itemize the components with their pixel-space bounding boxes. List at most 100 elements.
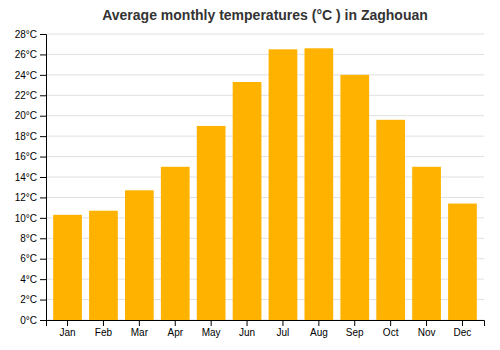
grid [46, 34, 484, 320]
bars [53, 48, 477, 320]
x-tick-label: Oct [383, 327, 399, 338]
y-tick: 2°C [20, 294, 46, 305]
y-tick-label: 16°C [15, 151, 37, 162]
x-tick-mark [462, 320, 463, 326]
y-tick: 20°C [15, 110, 46, 121]
x-tick-mark [175, 320, 176, 326]
x-tick: Jun [239, 320, 255, 338]
x-tick-mark [247, 320, 248, 326]
y-tick-mark [40, 75, 46, 76]
y-tick: 6°C [20, 253, 46, 264]
bar [125, 190, 154, 320]
grid-line [46, 34, 484, 35]
x-tick: Feb [95, 320, 113, 338]
x-tick-mark [211, 320, 212, 326]
x-tick-label: Dec [454, 327, 472, 338]
x-tick-mark [103, 320, 104, 326]
grid-line [46, 136, 484, 137]
x-tick: Oct [383, 320, 399, 338]
x-tick-mark [67, 320, 68, 326]
y-tick-mark [40, 197, 46, 198]
y-tick-mark [40, 157, 46, 158]
y-tick-label: 26°C [15, 49, 37, 60]
y-tick: 14°C [15, 172, 46, 183]
y-tick: 10°C [15, 213, 46, 224]
y-tick-label: 8°C [20, 233, 37, 244]
y-tick-label: 0°C [20, 315, 37, 326]
grid-line [46, 156, 484, 157]
bar [304, 48, 333, 320]
y-tick-mark [40, 34, 46, 35]
y-tick-label: 22°C [15, 90, 37, 101]
x-tick: Sep [346, 320, 364, 338]
x-tick: Aug [310, 320, 328, 338]
y-axis-line [40, 35, 47, 321]
bar [376, 120, 405, 320]
x-tick: Jan [59, 320, 75, 338]
bar [53, 215, 82, 320]
y-tick-label: 28°C [15, 29, 37, 40]
x-tick-mark [282, 320, 283, 326]
x-tick-label: Aug [310, 327, 328, 338]
bar [448, 204, 477, 320]
x-tick-label: Jan [59, 327, 75, 338]
grid-line [46, 95, 484, 96]
x-tick-label: Feb [95, 327, 113, 338]
y-tick: 12°C [15, 192, 46, 203]
bar [233, 82, 262, 320]
x-tick-mark [318, 320, 319, 326]
bar [89, 211, 118, 320]
y-tick-label: 20°C [15, 110, 37, 121]
x-tick-label: Sep [346, 327, 364, 338]
y-tick: 8°C [20, 233, 46, 244]
y-tick: 16°C [15, 151, 46, 162]
bar [197, 126, 226, 320]
x-tick: Mar [131, 320, 149, 338]
y-tick-label: 10°C [15, 213, 37, 224]
x-tick: Apr [167, 320, 183, 338]
y-tick-mark [40, 136, 46, 137]
x-tick-mark [390, 320, 391, 326]
bar [412, 167, 441, 320]
x-tick: Jul [277, 320, 290, 338]
y-tick-label: 14°C [15, 172, 37, 183]
grid-line [46, 74, 484, 75]
y-tick-mark [40, 300, 46, 301]
x-tick-label: Nov [418, 327, 436, 338]
x-tick-label: Mar [131, 327, 149, 338]
x-axis: Jan Feb Mar Apr May Jun Jul Aug Sep Oct Nov Dec [47, 320, 485, 338]
y-tick-label: 24°C [15, 70, 37, 81]
y-tick-mark [40, 54, 46, 55]
x-tick-mark [426, 320, 427, 326]
x-tick-label: Jul [277, 327, 290, 338]
y-tick-label: 12°C [15, 192, 37, 203]
y-axis: 0°C 2°C 4°C 6°C 8°C 10°C 12°C 14°C 16°C 18°C 20°C 2… [15, 29, 47, 326]
y-tick-mark [40, 238, 46, 239]
y-tick-label: 6°C [20, 253, 37, 264]
y-tick-mark [40, 116, 46, 117]
y-tick: 18°C [15, 131, 46, 142]
y-tick-mark [40, 177, 46, 178]
y-tick-label: 4°C [20, 274, 37, 285]
y-tick: 0°C [20, 315, 46, 326]
title: Average monthly temperatures (°C ) in Za… [102, 7, 428, 23]
y-tick: 22°C [15, 90, 46, 101]
bar [340, 75, 369, 320]
bar [269, 49, 298, 320]
bar [161, 167, 190, 320]
x-tick-label: May [202, 327, 221, 338]
x-tick: May [202, 320, 221, 338]
x-tick: Nov [418, 320, 436, 338]
y-tick: 24°C [15, 70, 46, 81]
x-tick-mark [354, 320, 355, 326]
y-tick-mark [40, 218, 46, 219]
x-tick-label: Jun [239, 327, 255, 338]
x-tick-mark [139, 320, 140, 326]
y-tick-mark [40, 95, 46, 96]
y-tick-label: 2°C [20, 294, 37, 305]
y-tick: 26°C [15, 49, 46, 60]
grid-line [46, 54, 484, 55]
grid-line [46, 115, 484, 116]
x-tick: Dec [454, 320, 472, 338]
y-tick: 28°C [15, 29, 46, 40]
